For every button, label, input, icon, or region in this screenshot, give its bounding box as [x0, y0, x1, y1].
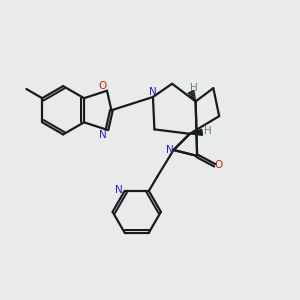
Text: H: H	[204, 126, 212, 136]
Text: N: N	[99, 130, 107, 140]
Text: N: N	[115, 185, 122, 195]
Text: H: H	[190, 83, 198, 93]
Text: O: O	[215, 160, 223, 170]
Polygon shape	[190, 129, 203, 135]
Text: N: N	[166, 145, 174, 155]
Text: O: O	[99, 81, 107, 91]
Text: N: N	[149, 87, 157, 97]
